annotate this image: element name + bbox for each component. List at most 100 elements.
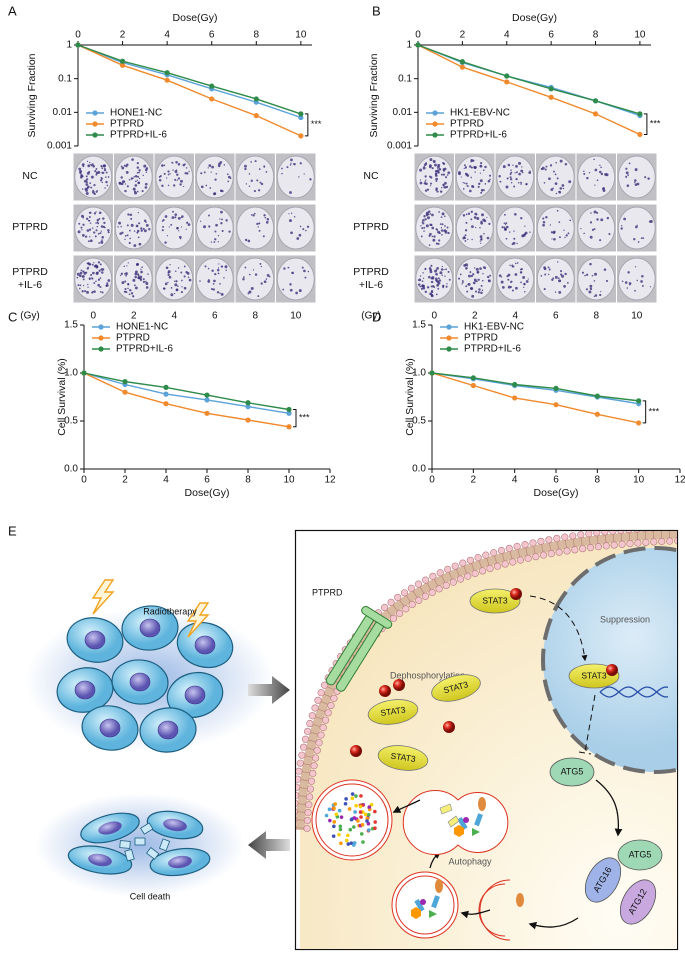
atg-protein <box>549 757 595 787</box>
cargo <box>474 813 483 827</box>
colony <box>543 181 546 184</box>
colony <box>95 229 98 232</box>
lipid-head <box>466 556 475 564</box>
dish <box>236 257 275 301</box>
colony <box>289 219 292 223</box>
colony <box>634 179 637 182</box>
colony <box>225 219 228 222</box>
lipid-head <box>321 716 330 724</box>
colony <box>437 163 441 167</box>
legend-label: PTPRD <box>116 333 150 344</box>
colony <box>429 232 432 236</box>
colony <box>287 266 290 269</box>
colony <box>557 261 559 263</box>
colony <box>484 183 487 185</box>
colony <box>520 181 522 184</box>
lipid-head <box>651 531 655 532</box>
data-point <box>459 64 465 70</box>
colony <box>220 292 224 296</box>
colony <box>552 231 556 234</box>
debris <box>366 812 371 817</box>
phosphate <box>379 685 391 697</box>
colony <box>104 187 106 189</box>
debris <box>334 812 339 817</box>
colony <box>581 271 585 274</box>
colony <box>464 234 467 237</box>
colony <box>101 171 104 175</box>
colony <box>419 181 423 185</box>
colony <box>120 176 123 179</box>
colony <box>81 276 84 278</box>
colony <box>461 283 463 285</box>
lipid-head <box>602 542 610 550</box>
colony <box>299 162 302 165</box>
colony <box>138 222 141 225</box>
x-axis-title: Dose(Gy) <box>185 487 230 499</box>
lipid-head <box>296 775 302 783</box>
colony <box>212 283 215 285</box>
debris <box>338 827 343 832</box>
significance-label: *** <box>650 119 661 129</box>
panel-label: E <box>8 523 17 538</box>
colony <box>473 216 477 219</box>
legend-label: PTPRD+IL-6 <box>116 344 173 355</box>
colony <box>76 276 79 279</box>
lipid-head <box>428 588 436 597</box>
lipid-head <box>609 531 617 535</box>
colony <box>444 215 446 218</box>
colony <box>91 277 93 279</box>
colony <box>442 183 445 186</box>
lipid-head <box>633 531 640 533</box>
colony <box>90 175 94 179</box>
dish <box>195 257 234 301</box>
colony <box>175 160 178 164</box>
panel-label: B <box>372 3 381 18</box>
colony <box>447 270 450 273</box>
x-axis-title: Dose(Gy) <box>534 487 579 499</box>
dose-label: 2 <box>472 311 478 322</box>
lysosome-inner <box>315 783 389 857</box>
colony <box>133 244 137 247</box>
colony <box>620 225 623 227</box>
colony <box>647 177 650 180</box>
colony <box>217 241 219 243</box>
debris <box>327 807 332 812</box>
colony <box>627 271 630 274</box>
colony <box>129 213 133 217</box>
lipid-head <box>516 556 525 564</box>
y-tick-label: 1.0 <box>412 368 426 379</box>
colony <box>289 191 292 194</box>
cell-fragment <box>158 838 171 852</box>
significance-bracket <box>643 113 648 135</box>
x-tick-label: 10 <box>295 30 307 41</box>
colony <box>559 159 563 163</box>
lipid-head <box>303 727 312 735</box>
x-tick-label: 0 <box>81 475 87 486</box>
colony <box>514 212 517 216</box>
colony <box>125 171 129 174</box>
colony <box>482 272 484 275</box>
colony <box>78 287 81 290</box>
colony <box>93 262 95 264</box>
colony <box>524 225 526 227</box>
colony <box>258 168 261 170</box>
colony <box>124 273 126 275</box>
colony <box>548 268 551 271</box>
colony <box>244 167 247 171</box>
lipid-head <box>442 581 450 590</box>
colony <box>79 284 82 287</box>
legend-marker <box>446 335 452 341</box>
colony <box>103 168 107 172</box>
colony <box>80 170 82 172</box>
stat3-label: STAT3 <box>581 670 606 680</box>
colony <box>580 228 582 230</box>
colony <box>89 161 91 164</box>
arrow <box>460 909 491 919</box>
data-point <box>245 404 251 410</box>
colony <box>513 185 516 188</box>
colony <box>183 286 187 290</box>
debris <box>332 824 336 829</box>
colony <box>423 182 426 185</box>
colony <box>140 268 142 270</box>
colony <box>606 216 610 220</box>
